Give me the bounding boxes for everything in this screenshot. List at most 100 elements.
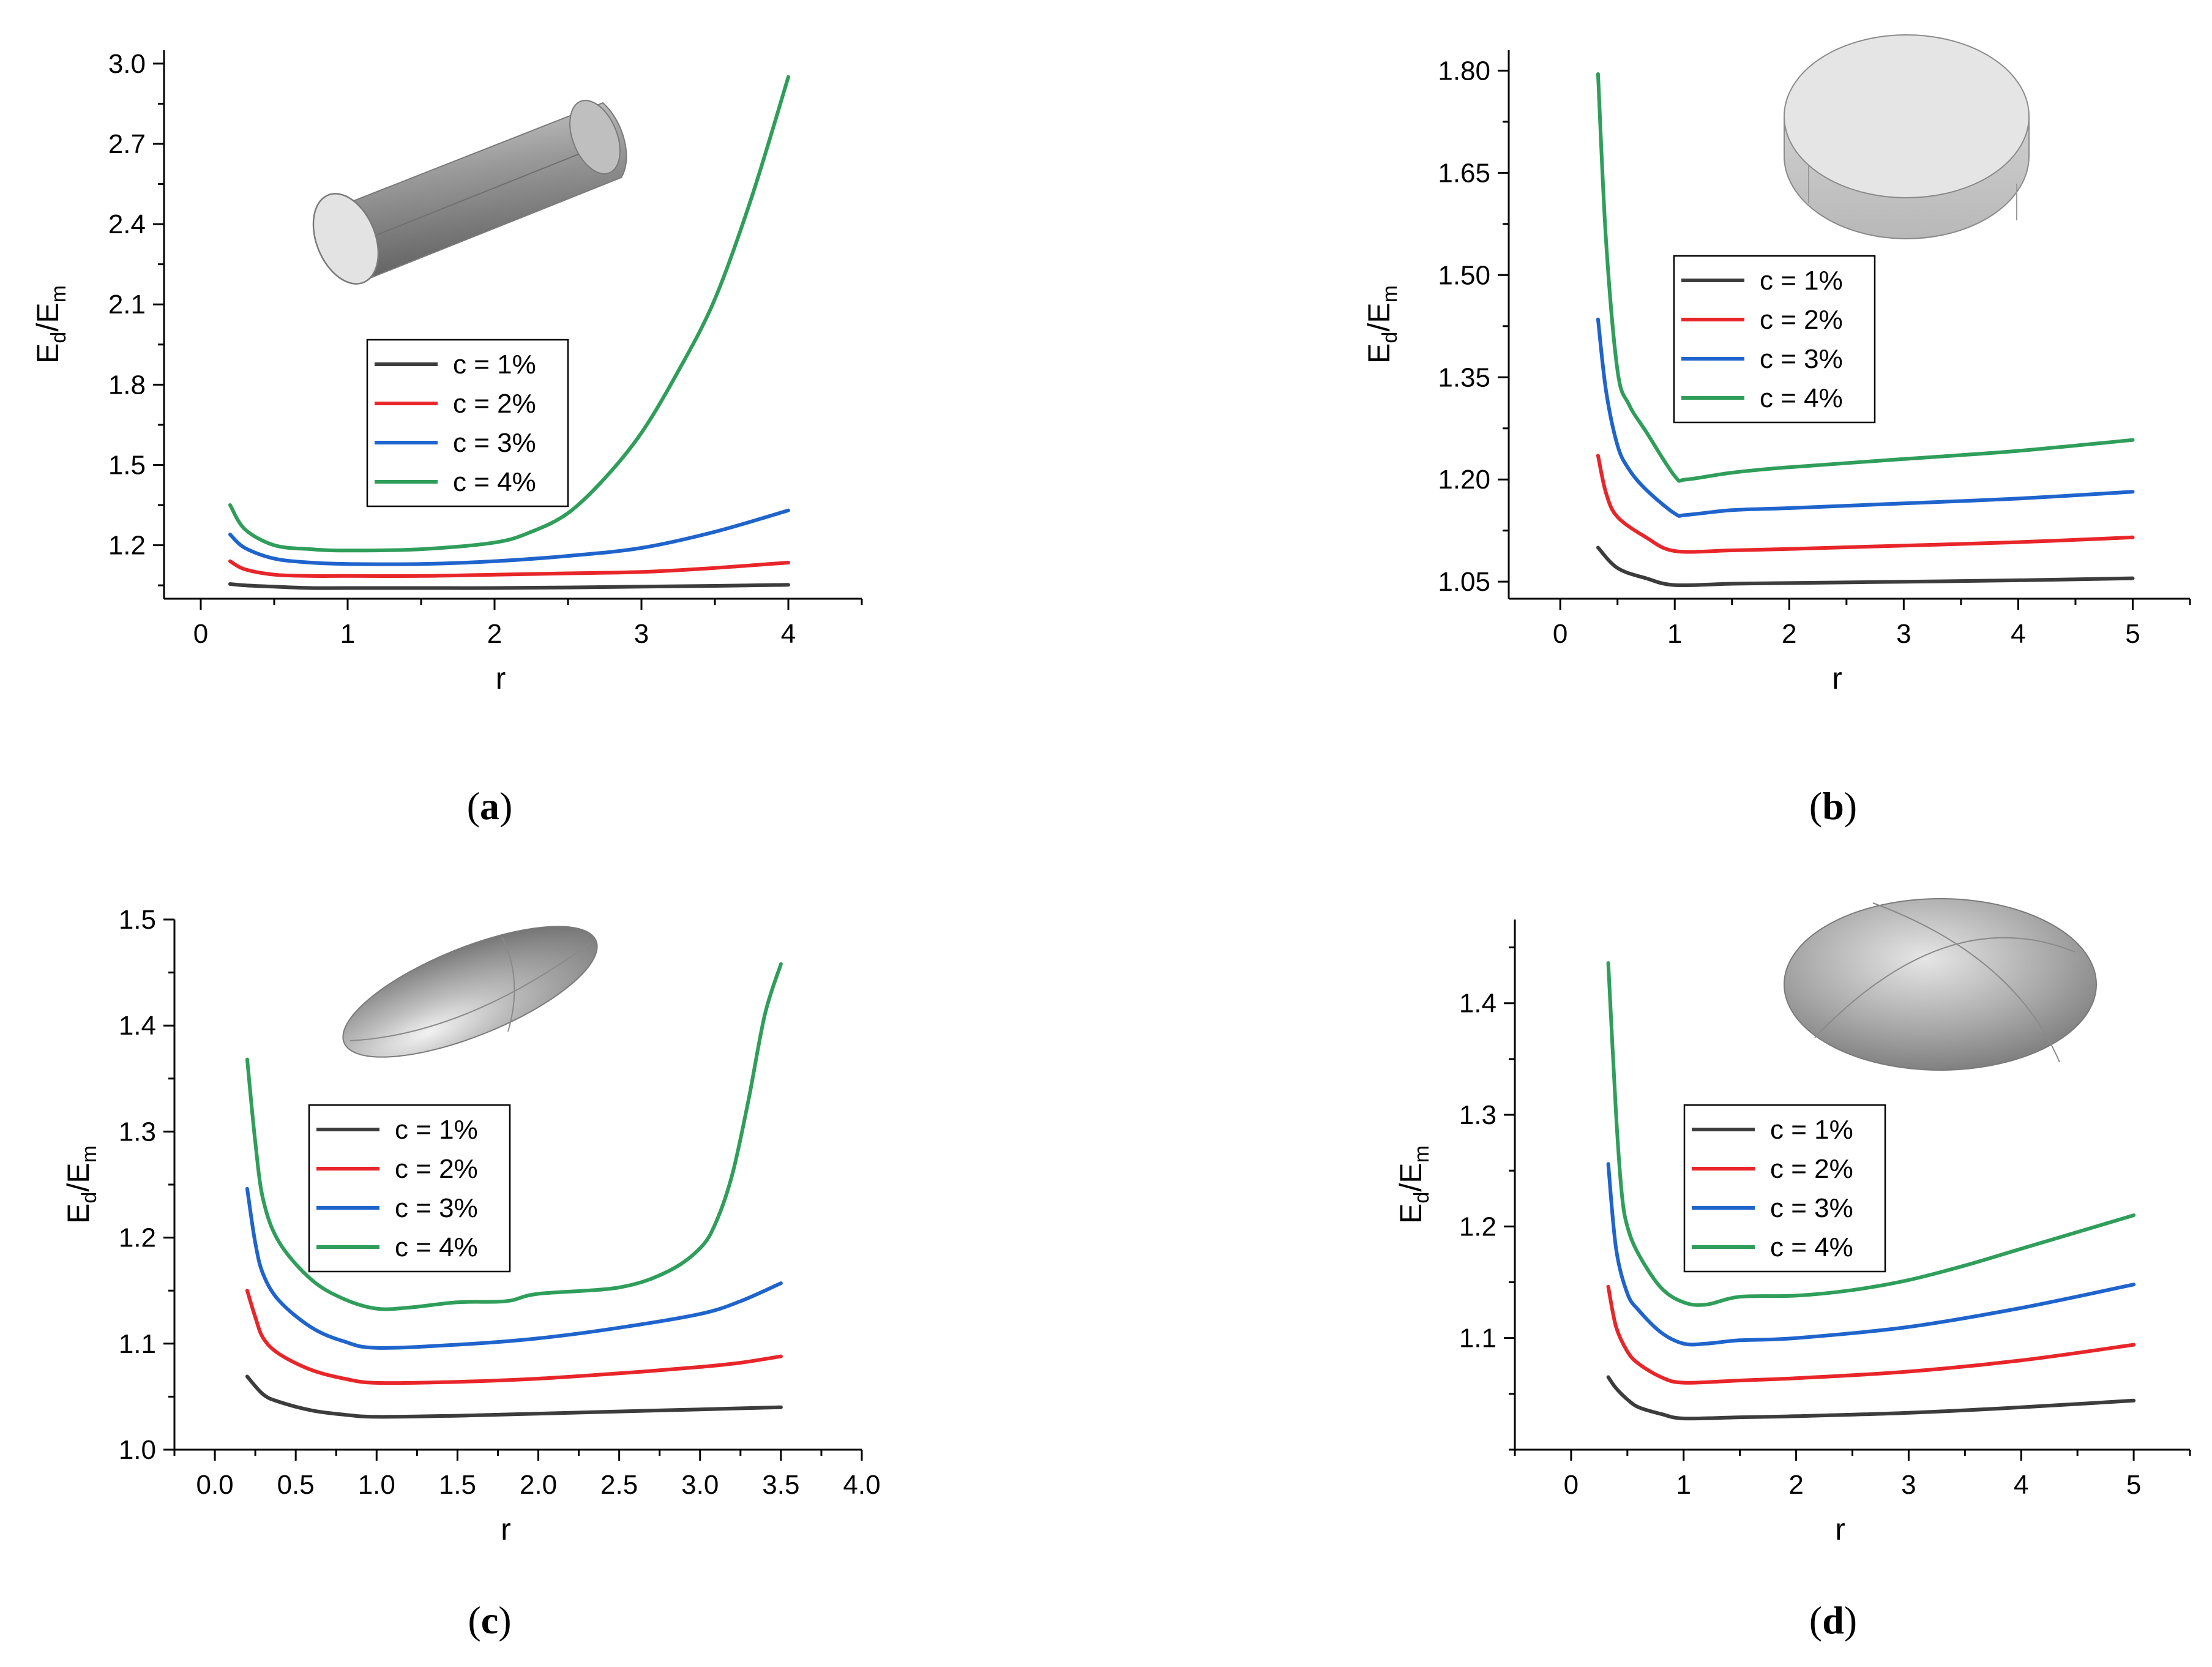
y-tick-label: 1.5 — [108, 450, 146, 480]
x-tick-label: 2 — [1788, 1470, 1803, 1500]
y-tick-label: 1.65 — [1438, 158, 1490, 188]
y-tick-label: 1.2 — [119, 1223, 156, 1253]
series-line-c1 — [1596, 545, 2135, 588]
legend-entry: c = 4% — [1770, 1232, 1853, 1262]
axes-b: 0 1 2 3 4 5 1.05 1.20 1.35 1.50 1.65 1.80 r Ed/Em c = … — [1362, 50, 2191, 695]
x-tick-label: 0.0 — [196, 1470, 233, 1500]
series-line-c3 — [228, 508, 790, 566]
series-line-c3 — [245, 1186, 783, 1350]
x-tick-label: 3 — [1901, 1470, 1916, 1500]
x-tick-label: 1 — [1667, 619, 1682, 649]
y-tick-label: 1.2 — [1459, 1212, 1496, 1242]
y-axis-title: Ed/Em — [61, 1145, 101, 1224]
legend-box — [1683, 1104, 1886, 1273]
x-tick-label: 2.0 — [520, 1470, 557, 1500]
y-tick-label: 1.1 — [119, 1329, 156, 1359]
legend-entry: c = 3% — [395, 1193, 478, 1223]
x-tick-label: 1 — [1676, 1470, 1691, 1500]
legend: c = 1% c = 2% c = 3% c = 4% — [308, 1104, 511, 1273]
y-tick-label: 1.3 — [1459, 1100, 1496, 1130]
x-axis-title: r — [1835, 1512, 1845, 1546]
x-tick-label: 1.0 — [358, 1470, 395, 1500]
y-axis-title: Ed/Em — [31, 285, 70, 364]
y-axis-title: Ed/Em — [1394, 1145, 1433, 1224]
series-line-c2 — [1606, 1284, 2136, 1385]
legend-entry: c = 4% — [453, 467, 536, 497]
y-tick-label: 3.0 — [108, 49, 146, 79]
y-tick-label: 2.4 — [108, 209, 146, 239]
legend: c = 1% c = 2% c = 3% c = 4% — [366, 339, 569, 508]
legend-entry: c = 2% — [1760, 305, 1843, 335]
x-tick-label: 3 — [634, 619, 649, 649]
x-tick-label: 0 — [1564, 1470, 1579, 1500]
x-tick-label: 5 — [2125, 619, 2140, 649]
y-tick-label: 2.7 — [108, 129, 146, 159]
series-line-c4 — [228, 75, 790, 553]
series-line-c4 — [245, 962, 783, 1311]
panel-c: 0.0 0.5 1.0 1.5 2.0 2.5 3.0 3.5 4.0 1.0 1.1 1.2 1.3 1… — [61, 905, 881, 1642]
x-tick-label: 1.5 — [439, 1470, 476, 1500]
panel-b: 0 1 2 3 4 5 1.05 1.20 1.35 1.50 1.65 1.80 r Ed/Em c = … — [1362, 34, 2191, 828]
y-tick-label: 1.0 — [119, 1435, 156, 1465]
cylinder-illustration — [312, 100, 627, 285]
x-tick-label: 2.5 — [600, 1470, 638, 1500]
x-tick-label: 0.5 — [277, 1470, 315, 1500]
prolate-ellipsoid-illustration — [342, 926, 598, 1058]
x-axis-title: r — [1832, 661, 1842, 695]
series-line-c3 — [1596, 317, 2135, 518]
legend-entry: c = 4% — [395, 1232, 478, 1262]
y-tick-label: 1.05 — [1438, 567, 1490, 597]
legend-entry: c = 2% — [395, 1154, 478, 1184]
x-axis-title: r — [496, 661, 506, 695]
legend-entry: c = 1% — [395, 1115, 478, 1145]
panel-label-a: (a) — [467, 784, 513, 828]
disk-illustration — [1784, 34, 2030, 239]
y-tick-label: 1.3 — [119, 1117, 156, 1147]
y-tick-label: 1.4 — [1459, 989, 1496, 1019]
x-tick-label: 1 — [340, 619, 355, 649]
y-tick-label: 1.50 — [1438, 260, 1490, 290]
panel-label-b: (b) — [1809, 784, 1857, 828]
legend: c = 1% c = 2% c = 3% c = 4% — [1683, 1104, 1886, 1273]
y-tick-label: 1.8 — [108, 370, 146, 400]
panel-label-c: (c) — [468, 1598, 511, 1642]
x-tick-label: 4 — [2014, 1470, 2028, 1500]
panel-label-d: (d) — [1809, 1598, 1857, 1642]
x-tick-label: 2 — [1782, 619, 1796, 649]
y-tick-label: 1.4 — [119, 1011, 156, 1041]
x-tick-label: 0 — [193, 619, 208, 649]
x-tick-label: 3 — [1896, 619, 1911, 649]
legend-entry: c = 2% — [453, 389, 536, 419]
legend-entry: c = 3% — [1760, 344, 1843, 374]
y-tick-label: 1.80 — [1438, 56, 1490, 86]
oblate-ellipsoid-illustration — [1784, 898, 2097, 1071]
legend-entry: c = 2% — [1770, 1154, 1853, 1184]
legend: c = 1% c = 2% c = 3% c = 4% — [1673, 255, 1876, 424]
x-axis-title: r — [501, 1512, 511, 1546]
x-tick-label: 3.0 — [681, 1470, 719, 1500]
series-line-c3 — [1606, 1162, 2136, 1347]
y-tick-label: 1.2 — [108, 531, 146, 561]
legend-box — [366, 339, 569, 508]
legend-entry: c = 3% — [1770, 1193, 1853, 1223]
y-tick-label: 1.20 — [1438, 465, 1490, 495]
x-tick-label: 0 — [1553, 619, 1567, 649]
series-line-c1 — [1606, 1375, 2136, 1421]
legend-entry: c = 3% — [453, 428, 536, 458]
series-line-c2 — [228, 559, 790, 578]
y-tick-label: 2.1 — [108, 290, 146, 320]
x-tick-label: 4.0 — [843, 1470, 880, 1500]
series-line-c2 — [245, 1289, 783, 1385]
y-tick-label: 1.35 — [1438, 362, 1490, 392]
series-line-c1 — [245, 1374, 783, 1419]
x-tick-label: 5 — [2126, 1470, 2141, 1500]
legend-entry: c = 4% — [1760, 383, 1843, 413]
x-tick-label: 2 — [487, 619, 502, 649]
x-tick-label: 4 — [781, 619, 796, 649]
y-axis-title: Ed/Em — [1362, 285, 1402, 364]
